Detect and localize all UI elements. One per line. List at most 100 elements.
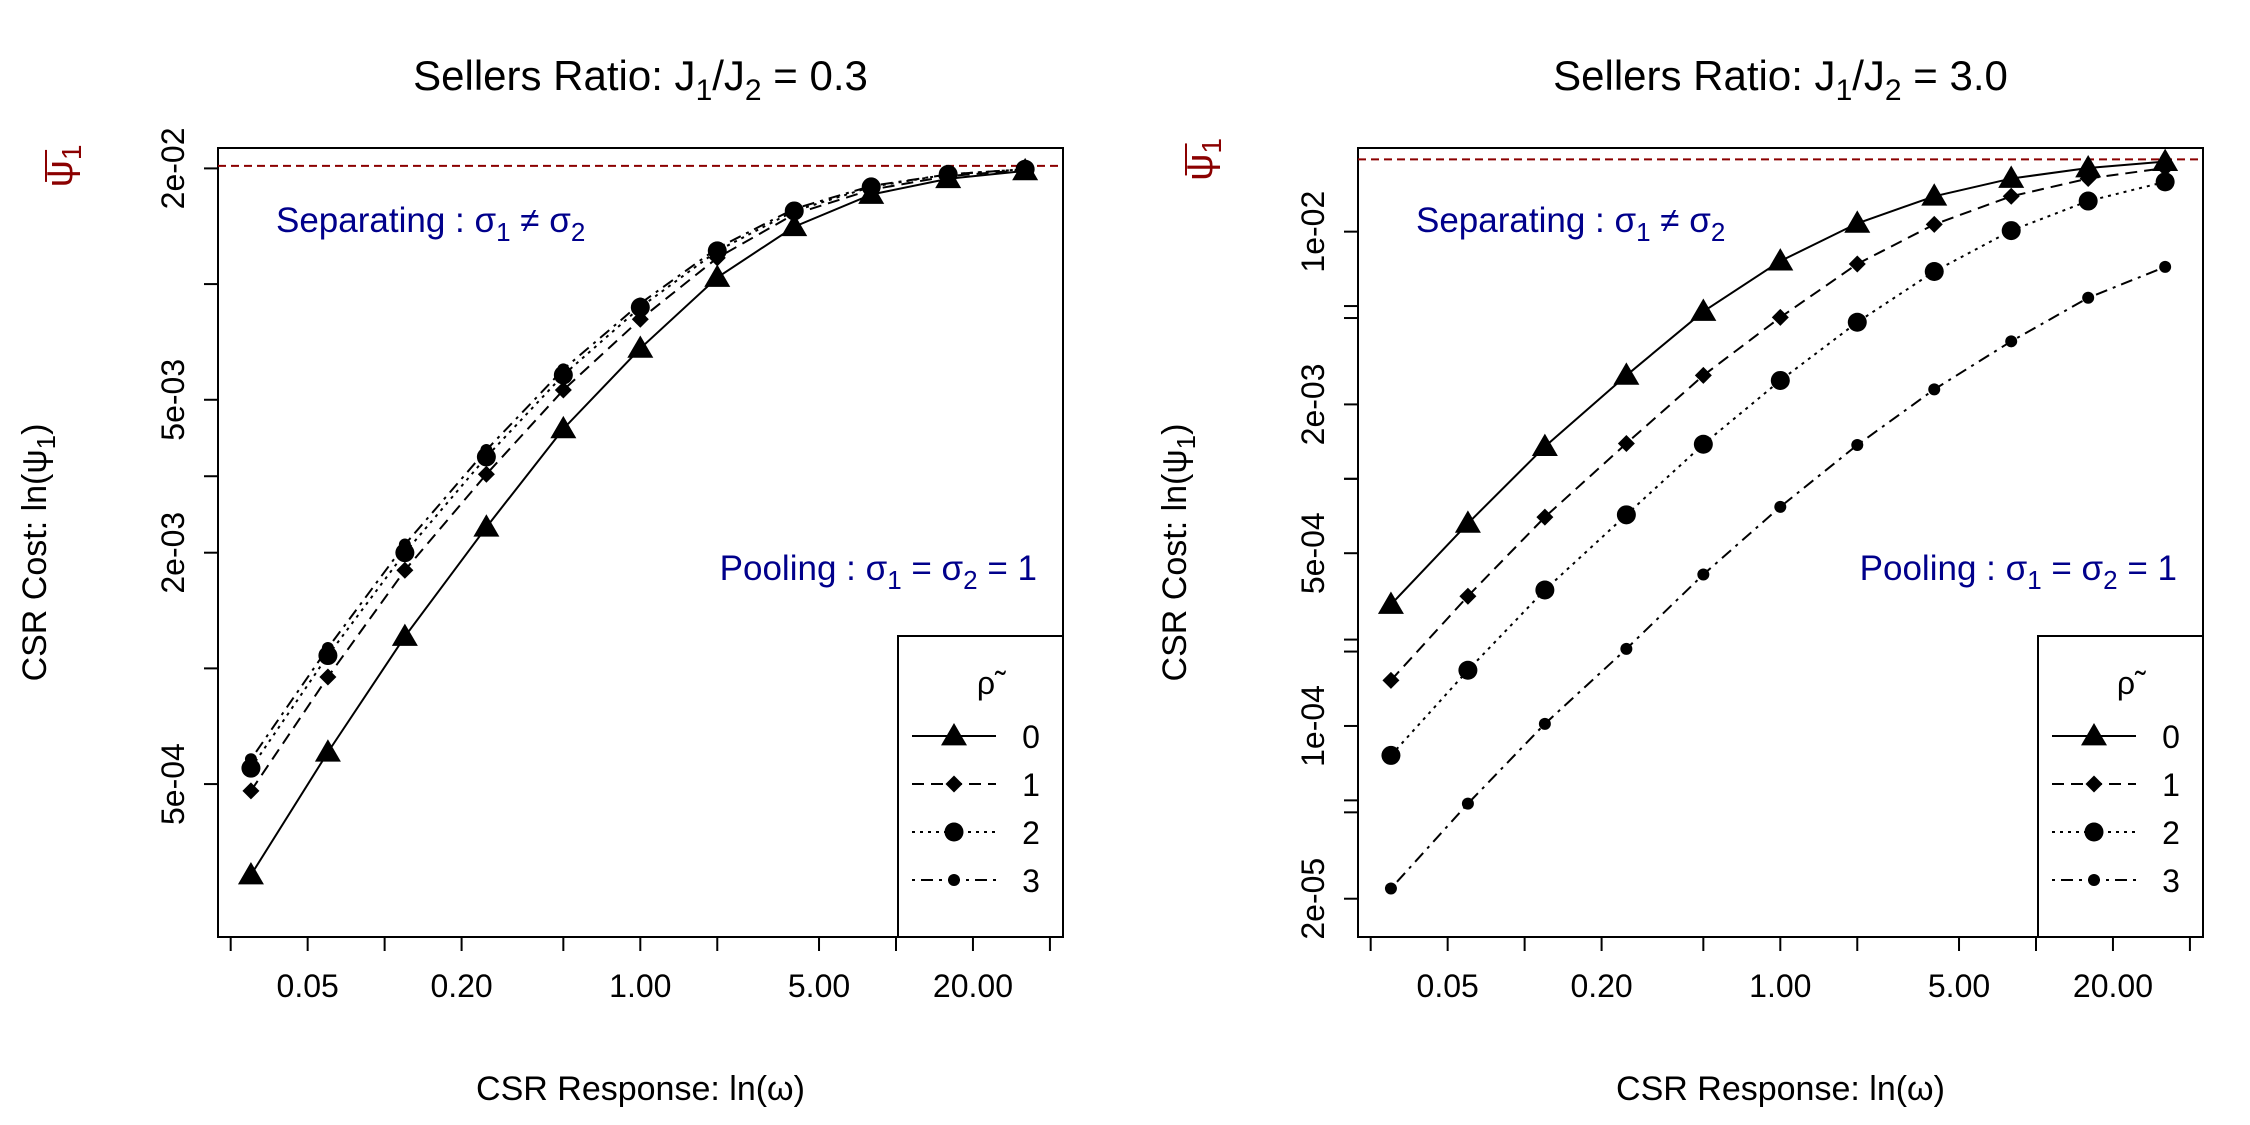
data-point: [2155, 172, 2175, 192]
x-tick-label: 1.00: [609, 968, 671, 1004]
data-point: [244, 753, 257, 766]
data-point: [2002, 187, 2020, 205]
data-point: [781, 213, 808, 237]
legend-marker: [944, 822, 964, 842]
x-tick-label: 0.05: [277, 968, 339, 1004]
x-tick-label: 5.00: [1928, 968, 1990, 1004]
data-point: [242, 782, 260, 800]
legend-entry: 0: [1022, 719, 1040, 755]
y-axis-label: CSR Cost: ln(ψ1): [1156, 424, 1201, 682]
annotation-pooling: Pooling : σ1 = σ2 = 1: [1860, 549, 2177, 595]
annotation-separating: Separating : σ1 ≠ σ2: [276, 201, 585, 247]
data-point: [1921, 183, 1948, 206]
data-point: [1767, 248, 1794, 271]
legend-marker: [2081, 723, 2107, 746]
data-point: [2159, 260, 2172, 273]
data-point: [396, 561, 414, 579]
data-point: [1697, 568, 1710, 581]
data-point: [788, 202, 801, 215]
data-point: [1616, 505, 1636, 525]
data-point: [477, 465, 495, 483]
data-point: [2079, 170, 2097, 188]
data-point: [319, 668, 337, 686]
y-tick-label: 5e-04: [1295, 512, 1331, 594]
data-point: [1613, 362, 1640, 385]
y-tick-label: 1e-02: [1295, 191, 1331, 273]
y-axis-label: CSR Cost: ln(ψ1): [16, 424, 61, 682]
data-point: [321, 641, 334, 654]
legend-entry: 0: [2162, 719, 2180, 755]
data-point: [1694, 366, 1712, 384]
data-point: [1620, 642, 1633, 655]
data-point: [1847, 312, 1867, 332]
series-3: [244, 163, 1032, 766]
x-tick-label: 0.05: [1417, 968, 1479, 1004]
data-point: [711, 242, 724, 255]
x-tick-label: 20.00: [933, 968, 1013, 1004]
data-point: [1771, 308, 1789, 326]
y-tick-label: 5e-04: [155, 743, 191, 825]
data-point: [1538, 717, 1551, 730]
data-point: [1925, 215, 1943, 233]
data-point: [1928, 383, 1941, 396]
data-point: [1617, 434, 1635, 452]
data-point: [2078, 191, 2098, 211]
legend-marker: [2085, 775, 2103, 793]
data-point: [1693, 434, 1713, 454]
y-tick-label: 5e-03: [155, 359, 191, 441]
data-point: [1924, 261, 1944, 281]
data-point: [314, 739, 341, 762]
data-point: [1377, 591, 1404, 614]
chart-panel-2: Sellers Ratio: J1/J2 = 3.0 0.05 0.20 1.00 5.…: [1156, 52, 2204, 1108]
y-tick-label: 2e-05: [1295, 858, 1331, 940]
chart-title: Sellers Ratio: J1/J2 = 3.0: [1553, 52, 2008, 107]
y-tick-label: 2e-03: [155, 512, 191, 594]
legend-box: [897, 635, 1064, 938]
x-axis-label: CSR Response: ln(ω): [476, 1070, 805, 1108]
x-tick-label: 1.00: [1749, 968, 1811, 1004]
data-point: [1384, 882, 1397, 895]
data-point: [1382, 671, 1400, 689]
data-point: [1536, 508, 1554, 526]
data-point: [2082, 291, 2095, 304]
y-tick-label: 1e-04: [1295, 685, 1331, 767]
series-line: [1390, 166, 2166, 681]
data-point: [634, 297, 647, 310]
data-point: [1998, 165, 2025, 188]
data-point: [241, 758, 261, 778]
data-point: [1774, 500, 1787, 513]
legend-marker: [2084, 822, 2104, 842]
data-point: [480, 444, 493, 457]
legend-entry: 3: [2162, 863, 2180, 899]
data-point: [1019, 163, 1032, 176]
chart-panel-1: Sellers Ratio: J1/J2 = 0.3 0.05 0.20 1.00 5.…: [16, 52, 1064, 1108]
data-point: [865, 179, 878, 192]
legend-entry: 3: [1022, 863, 1040, 899]
data-point: [554, 381, 572, 399]
legend-marker: [2088, 874, 2100, 886]
data-point: [1531, 433, 1558, 456]
data-point: [2005, 335, 2018, 348]
data-point: [1690, 298, 1717, 321]
annotation-pooling: Pooling : σ1 = σ2 = 1: [720, 549, 1037, 595]
legend-entry: 2: [1022, 815, 1040, 851]
data-point: [2001, 221, 2021, 241]
data-point: [557, 363, 570, 376]
legend-entry: 1: [1022, 767, 1040, 803]
data-point: [237, 861, 264, 885]
data-point: [1381, 745, 1401, 765]
legend-entry: 1: [2162, 767, 2180, 803]
data-point: [704, 264, 731, 287]
legend-box: [2037, 635, 2204, 938]
data-point: [1461, 797, 1474, 810]
x-tick-label: 0.20: [430, 968, 492, 1004]
legend-marker: [941, 723, 967, 746]
series-2: [1381, 172, 2175, 765]
data-point: [473, 514, 500, 537]
data-point: [1459, 587, 1477, 605]
legend-entry: 2: [2162, 815, 2180, 851]
data-point: [1770, 370, 1790, 390]
